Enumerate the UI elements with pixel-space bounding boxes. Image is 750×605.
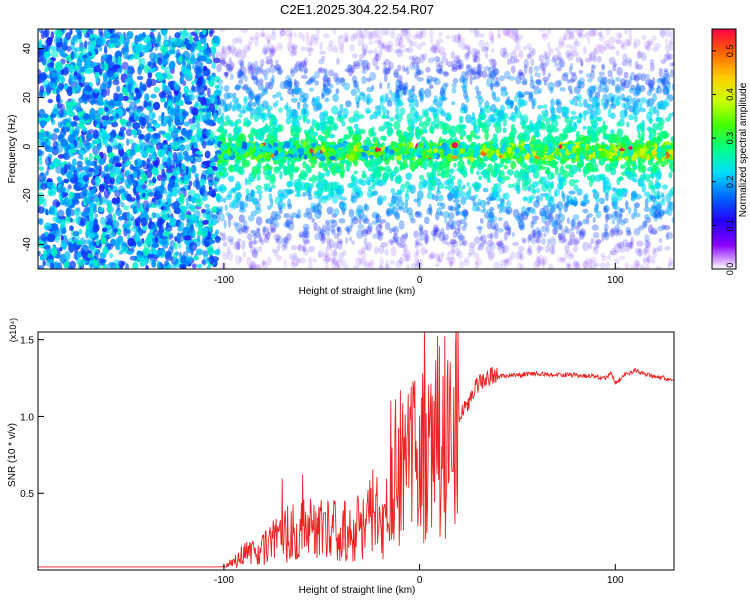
colorbar-tick-label: 0.4: [725, 88, 735, 101]
snr-x-label: Height of straight line (km): [299, 585, 416, 596]
spectrogram-y-tick-label: 40: [22, 43, 33, 55]
spectrogram-x-tick-label: -100: [214, 275, 234, 286]
figure-title: C2E1.2025.304.22.54.R07: [280, 2, 434, 17]
snr-x-tick-label: 0: [417, 575, 423, 586]
spectrogram-x-tick-label: 0: [417, 275, 423, 286]
snr-scale-label: (x10⁴): [8, 318, 18, 342]
colorbar-tick-label: 0.5: [725, 45, 735, 58]
colorbar-scale: [712, 29, 736, 269]
spectrogram-y-tick-label: -40: [22, 237, 33, 252]
snr-x-tick-label: -100: [214, 575, 234, 586]
spectrogram-y-tick-label: 20: [22, 92, 33, 104]
colorbar-tick-label: 0.3: [725, 132, 735, 145]
spectrogram-x-tick-label: 100: [607, 275, 624, 286]
colorbar-tick-label: 0.1: [725, 219, 735, 232]
spectrogram-y-tick-label: 0: [22, 143, 33, 149]
colorbar-label: Normalized spectral amplitude: [738, 82, 749, 217]
spectrogram-panel: -100 0 100 -40 -20 0 20 40 Height of straight …: [7, 25, 676, 297]
colorbar: 0.0 0.1 0.2 0.3 0.4 0.5 Normalized spectral a…: [712, 29, 749, 275]
snr-y-tick-label: 1.5: [20, 336, 34, 347]
spectrogram-x-label: Height of straight line (km): [299, 286, 416, 297]
colorbar-tick-label: 0.0: [725, 263, 735, 276]
snr-panel: -100 0 100 0.5 1.0 1.5 (x10⁴) Height of stra…: [7, 318, 674, 596]
colorbar-tick-label: 0.2: [725, 175, 735, 188]
spectrogram-y-label: Frequency (Hz): [7, 115, 18, 184]
snr-x-tick-label: 100: [607, 575, 624, 586]
snr-y-tick-label: 1.0: [20, 412, 34, 423]
snr-y-label: SNR (10 * v/v): [7, 423, 18, 487]
spectrogram-y-tick-label: -20: [22, 188, 33, 203]
snr-y-tick-label: 0.5: [20, 489, 34, 500]
